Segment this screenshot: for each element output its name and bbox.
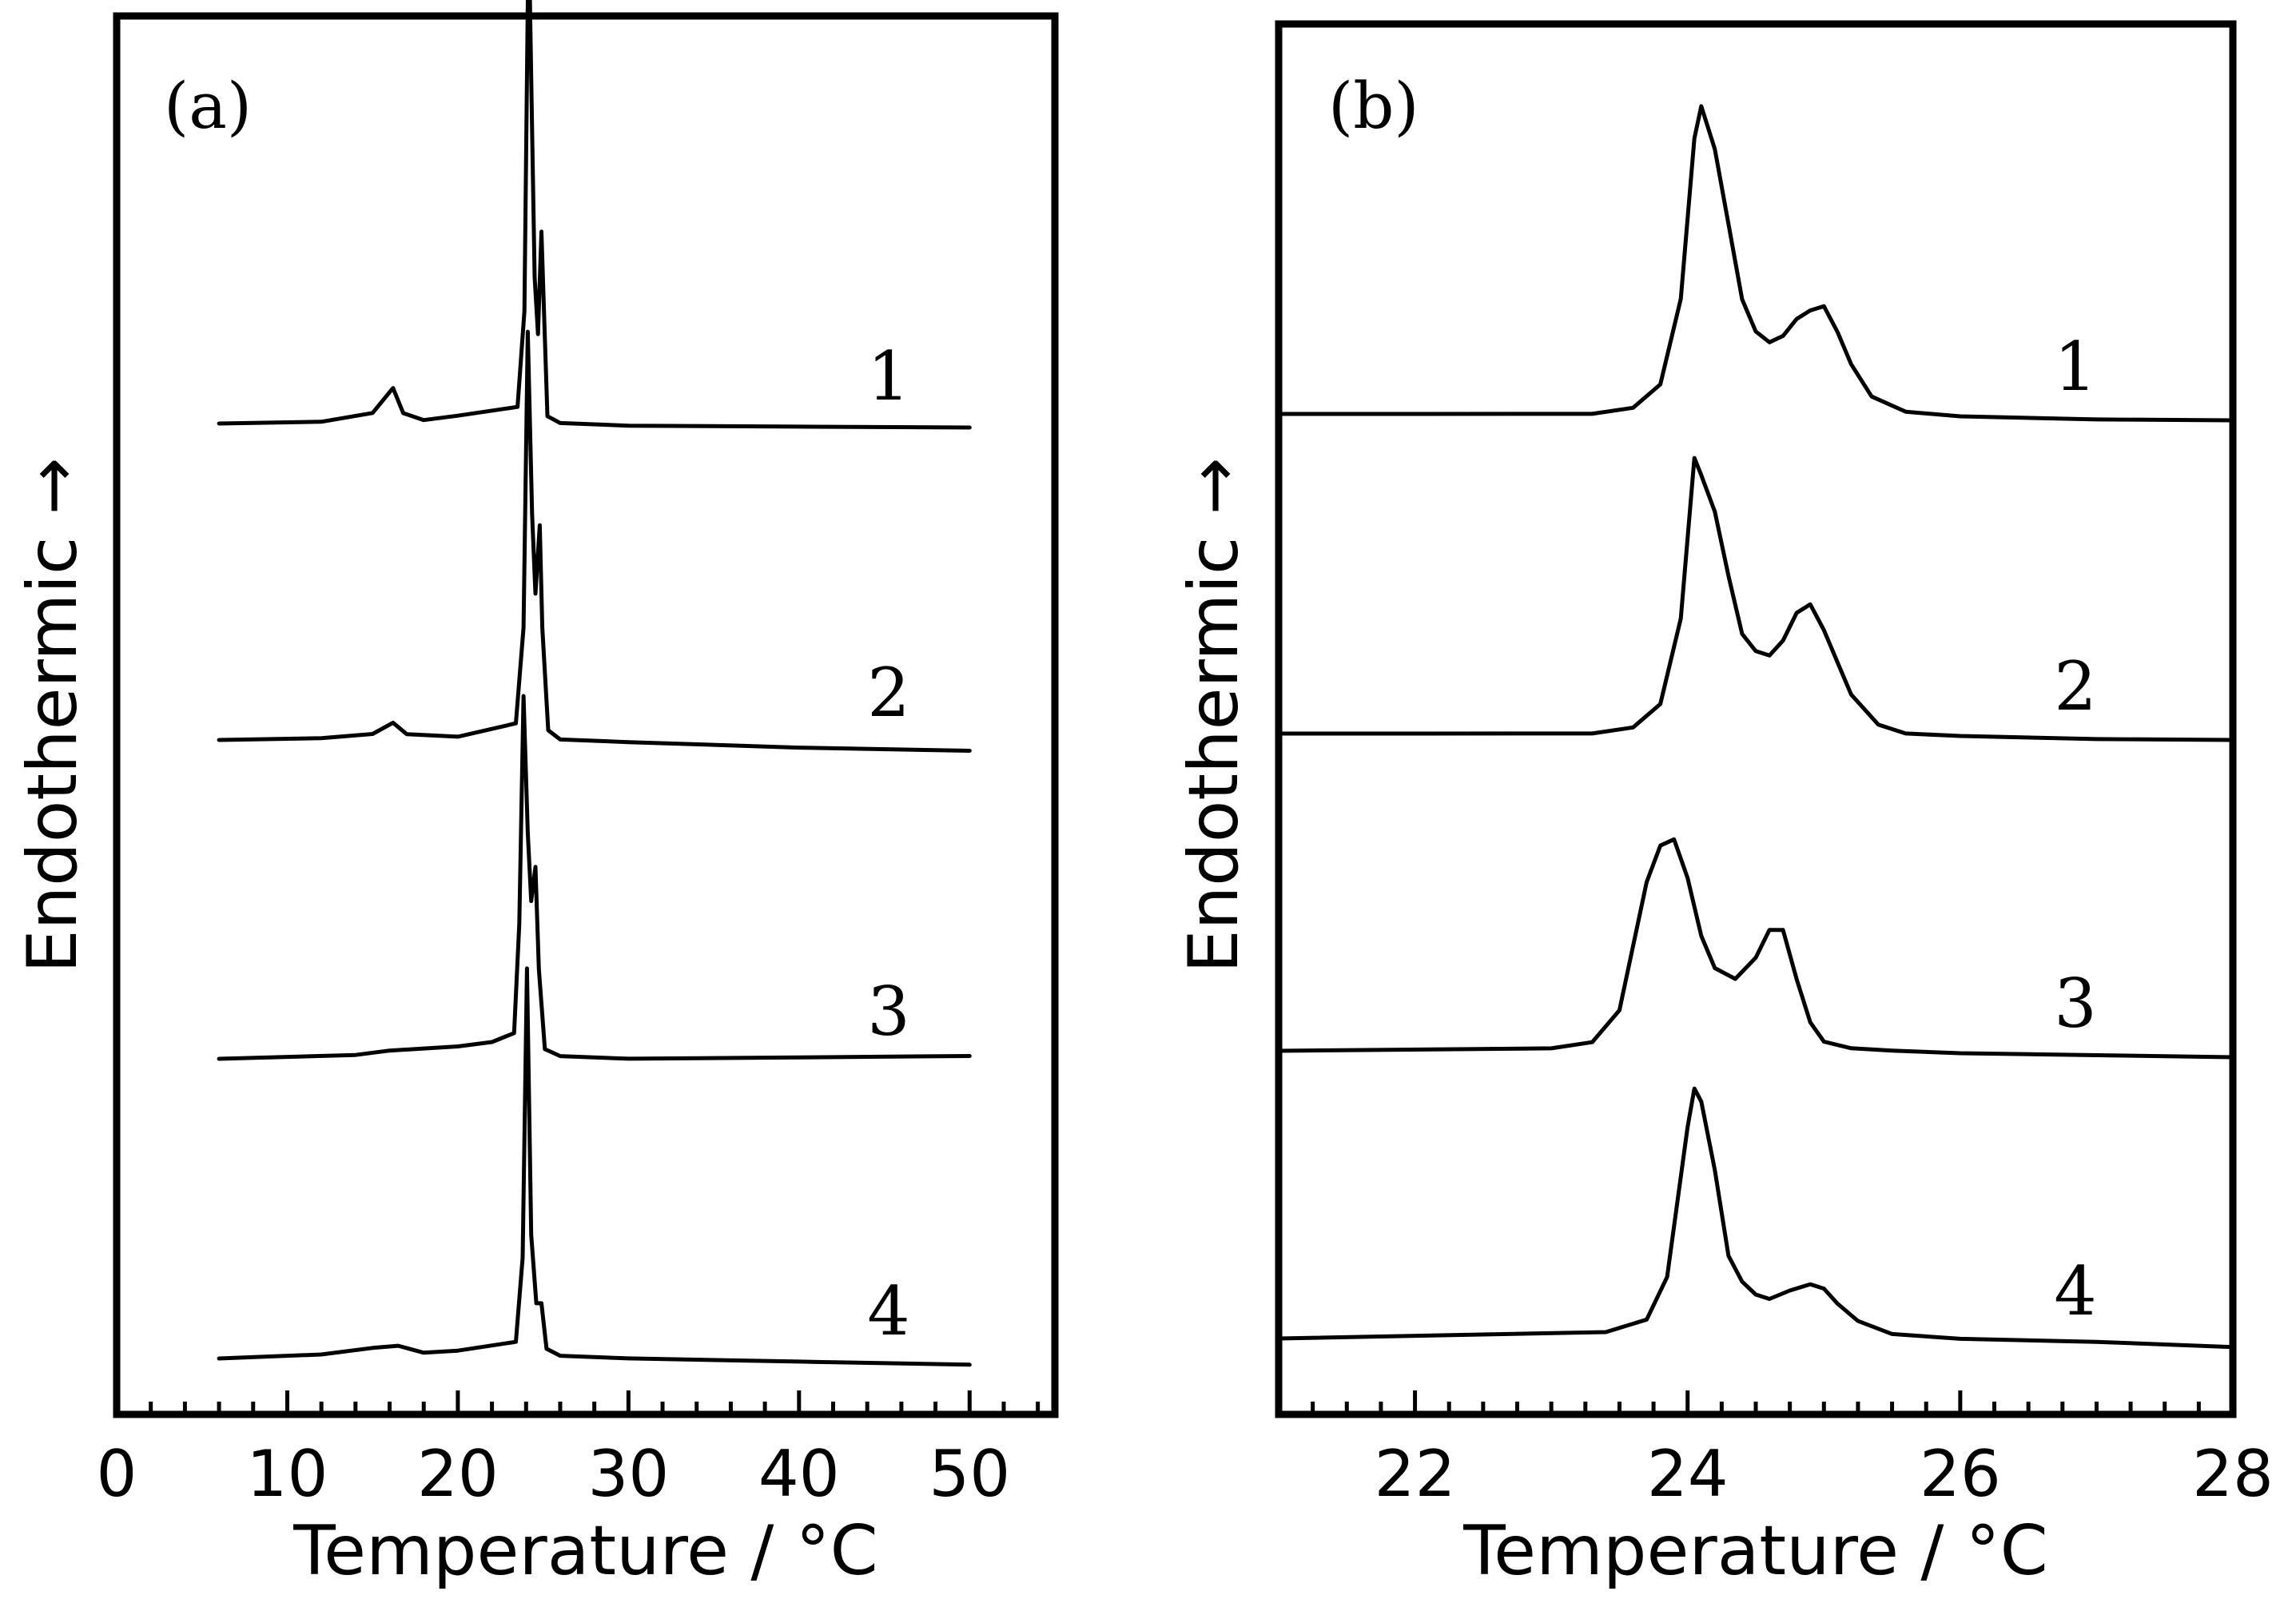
x-tick-label: 10 [247, 1437, 328, 1511]
panel-b-xlabel: Temperature / °C [1462, 1511, 2047, 1591]
panel-a-x-ticks [149, 1390, 1041, 1414]
trace-1 [1276, 104, 2235, 423]
x-tick-label: 28 [2192, 1437, 2274, 1511]
trace-4 [1276, 1086, 2235, 1350]
panel-a-ylabel: Endothermic → [13, 457, 93, 973]
trace-3 [217, 694, 972, 1061]
trace-3 [1276, 837, 2235, 1060]
panel-a-curve-labels: 1 2 3 4 [867, 337, 909, 1350]
panel-a-traces [217, 0, 972, 1367]
trace-4 [217, 966, 972, 1367]
trace-1 [217, 0, 972, 430]
panel-a-chart: (a) Temperature / °C Endothermic → 0 10 20… [13, 0, 1059, 1591]
x-tick-label: 0 [97, 1437, 137, 1511]
trace-2 [1276, 455, 2235, 742]
x-tick-label: 26 [1920, 1437, 2001, 1511]
x-tick-label: 20 [417, 1437, 499, 1511]
curve-label-1: 1 [2054, 328, 2096, 406]
x-tick-label: 22 [1375, 1437, 1456, 1511]
x-tick-label: 24 [1647, 1437, 1729, 1511]
trace-2 [217, 329, 972, 753]
curve-label-3: 3 [2054, 965, 2096, 1043]
panel-a-frame [113, 12, 1059, 1418]
panel-a-label: (a) [164, 69, 252, 143]
curve-label-2: 2 [2054, 647, 2096, 726]
panel-b-chart: (b) Temperature / °C Endothermic → 22 24 2… [1174, 20, 2274, 1591]
curve-label-3: 3 [867, 973, 909, 1051]
curve-label-1: 1 [867, 337, 909, 416]
panel-a-x-tick-labels: 0 10 20 30 40 50 [97, 1437, 1011, 1511]
x-tick-label: 40 [758, 1437, 840, 1511]
panel-b-x-ticks [1311, 1390, 2201, 1414]
x-tick-label: 30 [587, 1437, 669, 1511]
x-tick-label: 50 [929, 1437, 1010, 1511]
panel-b-x-tick-labels: 22 24 26 28 [1375, 1437, 2274, 1511]
panel-b-label: (b) [1328, 69, 1419, 143]
curve-label-2: 2 [867, 654, 909, 732]
panel-b-traces [1276, 104, 2235, 1350]
panel-b-curve-labels: 1 2 3 4 [2054, 328, 2096, 1331]
panel-a-xlabel: Temperature / °C [292, 1511, 877, 1591]
curve-label-4: 4 [867, 1272, 909, 1350]
panel-b-ylabel: Endothermic → [1174, 457, 1254, 973]
curve-label-4: 4 [2054, 1252, 2096, 1331]
